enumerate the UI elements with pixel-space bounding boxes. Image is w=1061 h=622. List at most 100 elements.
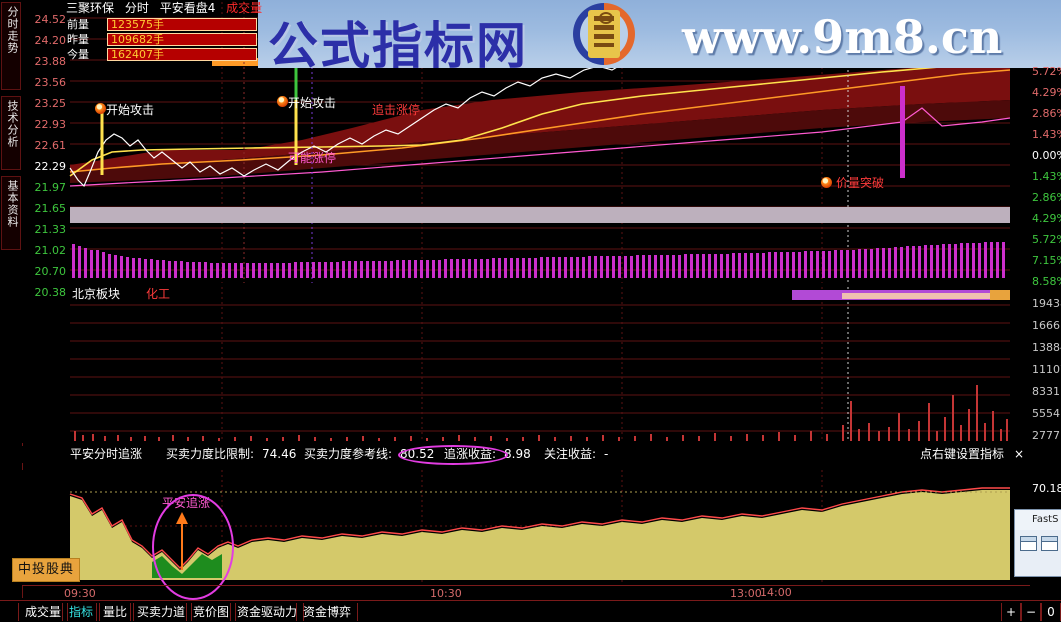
annotation-attack-start-1: 开始攻击	[106, 103, 155, 117]
volume-row-today-label: 今量	[67, 48, 89, 61]
tab-indicator[interactable]: 指标	[62, 603, 101, 621]
sidebar-item-technical-label: 技术分析	[6, 100, 19, 148]
sidebar-item-technical[interactable]: 技术分析	[1, 96, 21, 170]
time-axis-label: 09:30	[64, 587, 96, 600]
price-axis-label: 23.88	[34, 55, 67, 68]
indicator-param4-value: -	[604, 447, 609, 461]
percent-axis-label: 4.29%	[1032, 212, 1061, 225]
zoom-in-button[interactable]: +	[1001, 603, 1021, 621]
annotation-marker-icon	[277, 96, 288, 107]
annotation-marker-icon	[95, 103, 106, 114]
price-axis-label: 20.70	[34, 265, 67, 278]
volume-info-box: 前量 123575手 昨量 109682手 今量 162407手	[67, 18, 257, 63]
jiucaiwang-logo-icon	[573, 3, 635, 65]
annotation-marker-icon	[821, 177, 832, 188]
volume-row-prev: 前量 123575手	[67, 18, 257, 32]
annotation-chase-limit-up: 追击涨停	[372, 103, 421, 117]
time-axis-label: 14:00	[760, 586, 792, 599]
price-axis-label: 22.61	[34, 139, 67, 152]
time-axis-label: 10:30	[430, 587, 462, 600]
sector-label: 北京板块	[72, 287, 121, 301]
pingan-chase-indicator-chart[interactable]	[22, 470, 1030, 585]
right-click-hint: 点右键设置指标	[919, 447, 1004, 461]
sidebar-item-intraday[interactable]: 分时走势	[1, 2, 21, 90]
indicator-header-row[interactable]: 平安分时追涨 买卖力度比限制: 74.46 买卖力度参考线: 80.52 追涨收…	[22, 446, 1030, 463]
price-axis-label: 24.20	[34, 34, 67, 47]
watermark-badge: 中投股典	[12, 558, 80, 582]
faststone-popup-title: FastS	[1015, 510, 1061, 530]
watermark-banner: 公式指标网 www.9m8.cn	[258, 0, 1061, 68]
tab-capital-drive[interactable]: 资金驱动力	[230, 603, 305, 621]
annotation-possible-limit-up: 可能涨停	[288, 151, 337, 165]
close-icon[interactable]: ×	[1013, 447, 1024, 461]
indicator-param1-label: 买卖力度比限制:	[166, 447, 255, 461]
volume-row-yesterday-label: 昨量	[67, 33, 89, 46]
bottom-toolbar: 成交量 指标 量比 买卖力道 竞价图 资金驱动力 资金博弈 + − 0	[0, 600, 1061, 622]
window-mode-icon-1[interactable]	[1020, 536, 1037, 551]
percent-axis-label: 5.72%	[1032, 233, 1061, 246]
volume-axis-label: 13884	[1032, 341, 1061, 354]
percent-axis-label: 2.86%	[1032, 107, 1061, 120]
site-url-text: www.9m8.cn	[682, 10, 1003, 64]
stock-name: 三聚环保	[66, 1, 115, 15]
price-axis-label: 21.33	[34, 223, 67, 236]
sidebar-item-fundamentals[interactable]: 基本资料	[1, 176, 21, 250]
percent-axis-label: 7.15%	[1032, 254, 1061, 267]
tab-capital-game[interactable]: 资金博弈	[296, 603, 359, 621]
volume-axis-label: 2777	[1032, 429, 1060, 442]
tab-buy-sell-power[interactable]: 买卖力道	[130, 603, 193, 621]
indicator-param2-label: 买卖力度参考线:	[304, 447, 393, 461]
price-axis-label: 21.02	[34, 244, 67, 257]
site-name-text: 公式指标网	[268, 17, 528, 68]
volume-axis-label: 8331	[1032, 385, 1060, 398]
price-axis-label-current: 22.29	[34, 160, 67, 173]
volume-row-today: 今量 162407手	[67, 48, 257, 62]
percent-axis-label: 8.58%	[1032, 275, 1061, 288]
annotation-attack-start-2: 开始攻击	[288, 96, 337, 110]
volume-axis-label: 5554	[1032, 407, 1060, 420]
sidebar-item-fundamentals-label: 基本资料	[6, 180, 19, 228]
zoom-reset-button[interactable]: 0	[1041, 603, 1061, 621]
window-mode-icon-2[interactable]	[1041, 536, 1058, 551]
tab-volume-ratio[interactable]: 量比	[96, 603, 135, 621]
percent-axis-label-zero: 0.00%	[1032, 149, 1061, 162]
layout-name: 平安看盘4	[159, 1, 216, 15]
volume-row-yesterday: 昨量 109682手	[67, 33, 257, 47]
zoom-out-button[interactable]: −	[1021, 603, 1041, 621]
time-axis-label: 13:00	[730, 587, 762, 600]
volume-row-prev-value: 123575手	[111, 18, 164, 31]
percent-axis-label: 1.43%	[1032, 128, 1061, 141]
price-axis-label: 22.93	[34, 118, 67, 131]
chart-mode: 分时	[124, 1, 149, 15]
price-axis-label: 23.25	[34, 97, 67, 110]
faststone-popup[interactable]: FastS	[1014, 509, 1061, 577]
highlight-ellipse-signal	[152, 494, 234, 600]
percent-axis-label: 1.43%	[1032, 170, 1061, 183]
percent-axis-label: 4.29%	[1032, 86, 1061, 99]
percent-axis-label: 2.86%	[1032, 191, 1061, 204]
indicator-param1-value: 74.46	[262, 447, 297, 461]
indicator-current-value: 70.18	[1032, 482, 1061, 495]
indicator-name-title: 成交量	[226, 1, 263, 15]
volume-chart[interactable]	[22, 285, 1030, 443]
highlight-ellipse-profit	[398, 445, 508, 465]
time-axis-overlay	[22, 585, 1030, 600]
annotation-price-volume-breakout: 价量突破	[836, 176, 885, 190]
price-axis-label: 21.97	[34, 181, 67, 194]
tab-auction-chart[interactable]: 竞价图	[186, 603, 237, 621]
price-axis-label: 20.38	[34, 286, 67, 299]
industry-label: 化工	[146, 287, 171, 301]
price-axis-label: 23.56	[34, 76, 67, 89]
price-axis-label: 21.65	[34, 202, 67, 215]
volume-axis-label: 19438	[1032, 297, 1061, 310]
volume-row-prev-label: 前量	[67, 18, 89, 31]
volume-row-yesterday-value: 109682手	[111, 33, 164, 46]
indicator-param4-label: 关注收益:	[544, 447, 597, 461]
chart-title-bar: 三聚环保 分时 平安看盘4 成交量	[66, 1, 269, 16]
tab-volume[interactable]: 成交量	[18, 603, 69, 621]
sidebar-item-intraday-label: 分时走势	[6, 6, 19, 54]
percent-axis-label: 5.72%	[1032, 65, 1061, 78]
indicator-title: 平安分时追涨	[70, 447, 143, 461]
